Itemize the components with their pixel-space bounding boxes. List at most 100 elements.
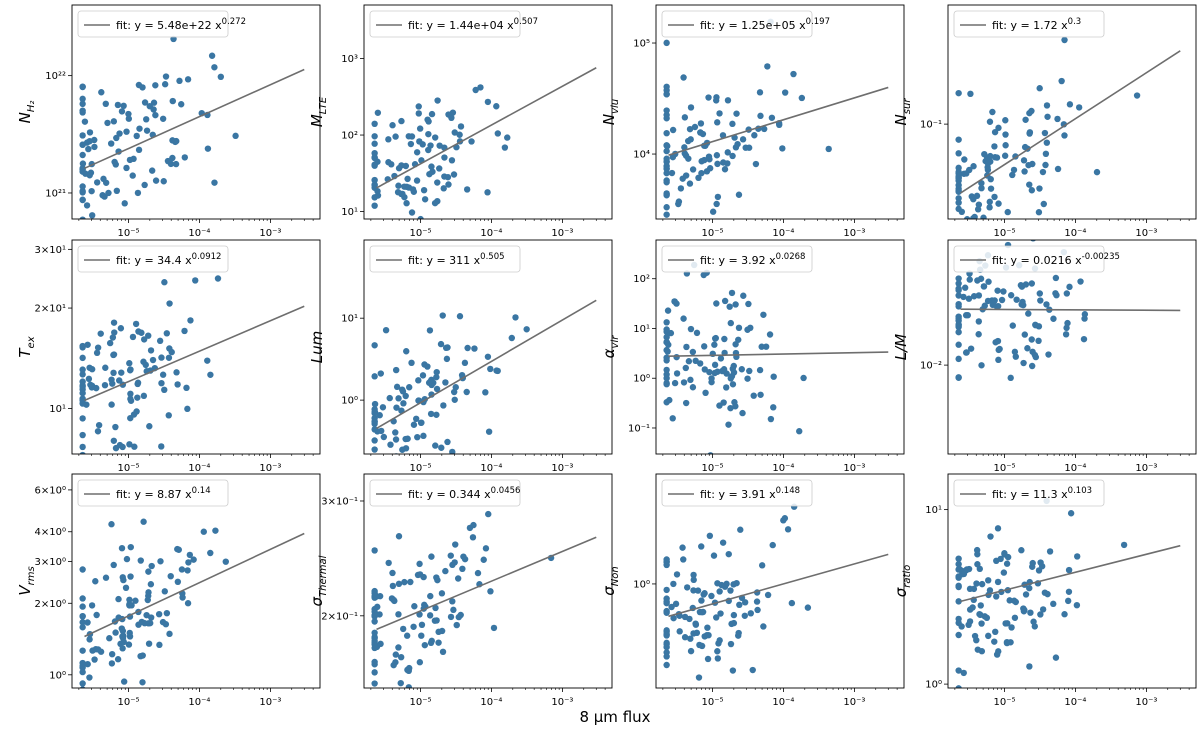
scatter-point: [986, 204, 993, 211]
scatter-point: [404, 666, 411, 674]
scatter-point: [79, 366, 86, 373]
scatter-point: [687, 325, 695, 333]
scatter-point: [955, 181, 962, 189]
scatter-point: [91, 656, 98, 663]
legend-label-exponent: 0.103: [1068, 486, 1092, 496]
scatter-point: [1061, 132, 1068, 139]
scatter-point: [420, 186, 428, 194]
scatter-point: [217, 73, 225, 81]
scatter-point: [747, 610, 754, 617]
scatter-point: [697, 120, 705, 127]
x-tick-label: 10⁻⁵: [701, 463, 723, 474]
scatter-point: [127, 395, 134, 403]
scatter-point: [79, 151, 86, 159]
scatter-point: [371, 608, 378, 615]
scatter-point: [204, 145, 212, 152]
scatter-point: [955, 685, 962, 688]
scatter-point: [371, 629, 378, 637]
scatter-point: [374, 109, 382, 116]
scatter-point: [989, 108, 996, 116]
scatter-point: [749, 666, 756, 674]
legend-label-exponent: 0.0912: [192, 252, 222, 262]
x-tick-label: 10⁻³: [1135, 463, 1157, 474]
scatter-point: [116, 377, 123, 384]
scatter-point: [149, 356, 157, 364]
scatter-point: [417, 419, 425, 427]
scatter-point: [769, 541, 776, 549]
scatter-point: [1062, 331, 1070, 338]
y-axis-label: σNon: [600, 566, 621, 595]
scatter-point: [79, 196, 86, 204]
legend: fit: y = 0.0216 x-0.00235: [953, 245, 1120, 273]
scatter-point: [374, 603, 381, 611]
scatter-point: [102, 179, 110, 186]
legend-label: fit: y = 3.92 x0.0268: [700, 252, 805, 267]
scatter-point: [107, 140, 115, 147]
scatter-point: [79, 160, 87, 167]
scatter-point: [181, 154, 189, 161]
scatter-point: [416, 659, 424, 666]
scatter-point: [991, 297, 998, 304]
scatter-point: [408, 359, 415, 367]
scatter-point: [1061, 611, 1068, 618]
scatter-point: [392, 436, 400, 443]
scatter-point: [79, 165, 86, 172]
scatter-point: [433, 411, 440, 418]
scatter-point: [159, 115, 167, 122]
scatter-point: [371, 120, 378, 128]
scatter-point: [140, 392, 148, 400]
scatter-point: [104, 119, 111, 127]
scatter-point: [1065, 588, 1073, 595]
scatter-point: [161, 279, 168, 286]
scatter-point: [420, 432, 427, 440]
scatter-point: [1080, 335, 1088, 343]
scatter-point: [1061, 36, 1068, 44]
scatter-point: [1043, 102, 1051, 109]
scatter-point: [111, 158, 118, 166]
scatter-point: [975, 292, 983, 299]
scatter-point: [667, 706, 673, 712]
scatter-point: [760, 623, 767, 630]
scatter-point: [377, 370, 384, 377]
x-tick-label: 10⁻⁵: [993, 228, 1015, 239]
scatter-point: [719, 539, 727, 546]
x-tick-label: 10⁻⁵: [409, 697, 431, 708]
scatter-point: [729, 667, 737, 674]
scatter-point: [371, 408, 378, 416]
legend-box: [77, 10, 229, 38]
scatter-point: [663, 661, 670, 669]
scatter-point: [716, 637, 723, 644]
legend-box: [369, 245, 521, 273]
legend-label: fit: y = 1.44e+04 x0.507: [408, 17, 538, 32]
scatter-point: [403, 632, 411, 639]
scatter-point: [1013, 296, 1020, 303]
scatter-point: [666, 396, 673, 404]
scatter-point: [1021, 143, 1029, 151]
scatter-point: [955, 328, 962, 336]
legend: fit: y = 0.344 x0.0456: [369, 479, 520, 507]
scatter-point: [695, 674, 703, 681]
scatter-point: [1030, 618, 1037, 625]
scatter-point: [705, 631, 712, 639]
scatter-point: [677, 185, 685, 192]
scatter-point: [433, 373, 440, 381]
scatter-point: [955, 238, 961, 244]
scatter-point: [687, 376, 694, 384]
y-axis-label-sub: ratio: [902, 565, 913, 588]
scatter-point: [663, 211, 670, 218]
x-tick-label: 10⁻⁵: [701, 228, 723, 239]
scatter-point: [756, 366, 764, 374]
x-tick-label: 10⁻³: [843, 463, 865, 474]
scatter-point: [978, 620, 985, 627]
scatter-point: [676, 628, 683, 635]
y-axis-label: αvir: [600, 335, 621, 359]
scatter-point: [371, 618, 378, 625]
scatter-point: [405, 684, 413, 688]
scatter-point: [718, 581, 725, 589]
scatter-point: [1011, 614, 1019, 621]
scatter-point: [438, 590, 446, 597]
scatter-point: [993, 593, 1000, 600]
scatter-point: [719, 132, 727, 139]
scatter-point: [484, 189, 491, 196]
scatter-point: [1018, 228, 1024, 234]
